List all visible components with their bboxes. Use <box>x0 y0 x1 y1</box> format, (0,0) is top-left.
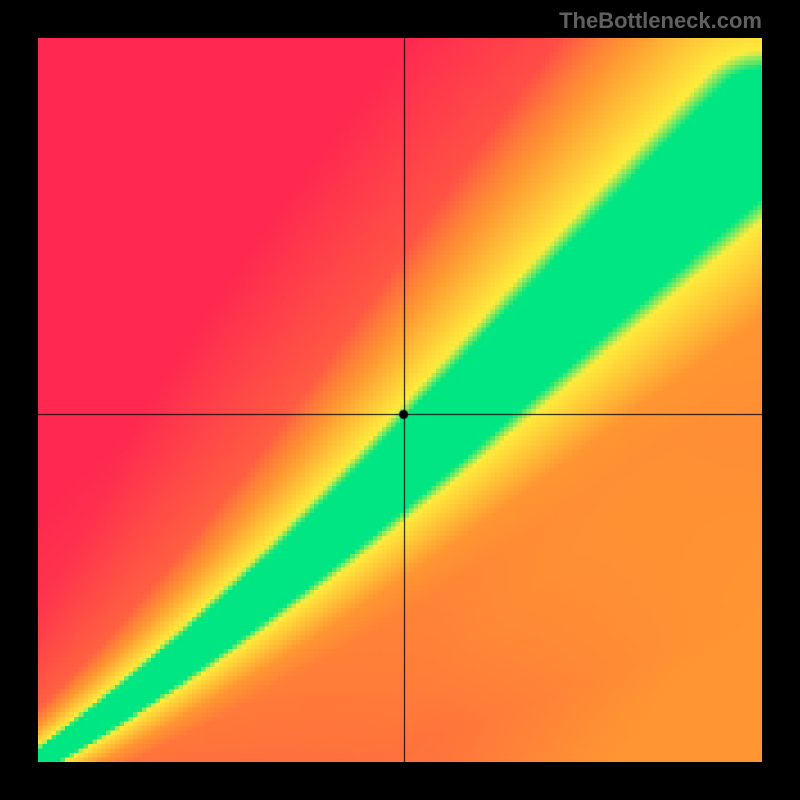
crosshair-overlay <box>38 38 762 762</box>
chart-container: TheBottleneck.com <box>0 0 800 800</box>
watermark-text: TheBottleneck.com <box>559 8 762 34</box>
